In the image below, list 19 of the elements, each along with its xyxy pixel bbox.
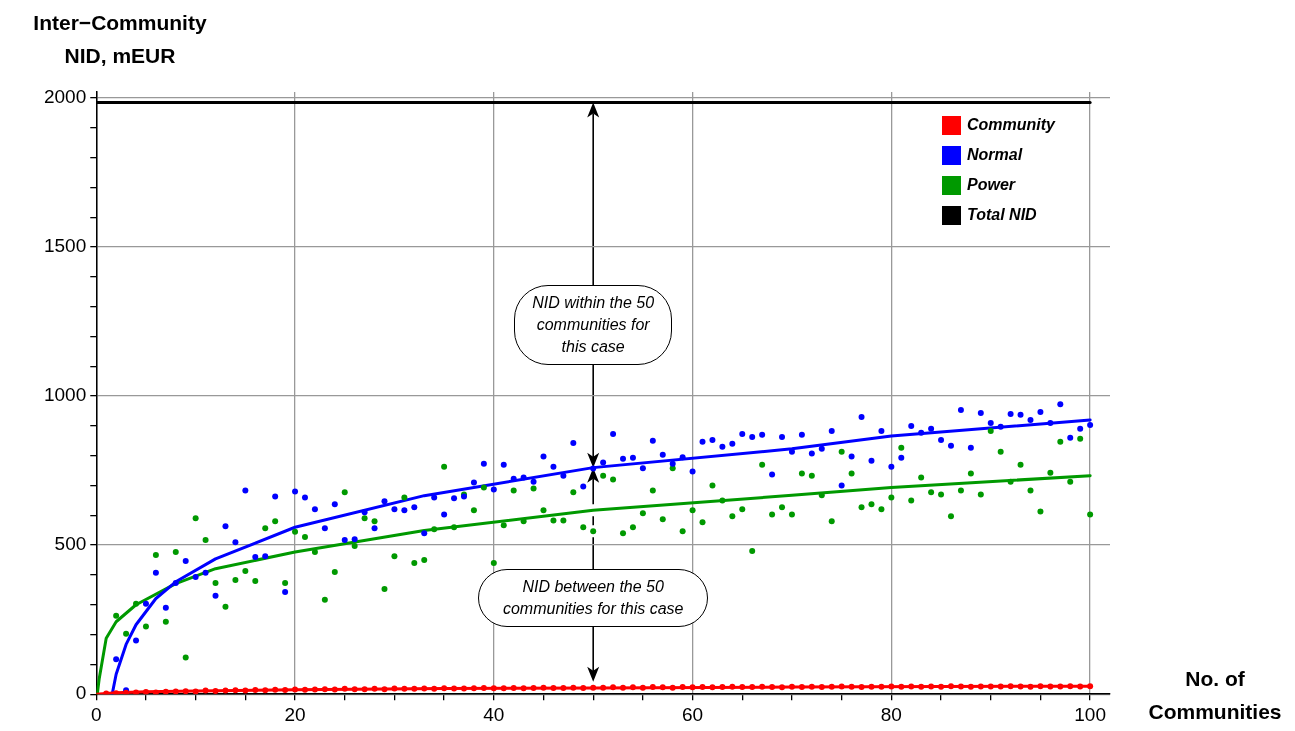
- x-tick-label: 100: [1074, 703, 1106, 725]
- legend-label: Power: [967, 176, 1016, 194]
- annotation: NID between the 50 communities for this case: [478, 569, 709, 628]
- y-tick-label: 2000: [43, 86, 87, 108]
- legend-label: Community: [967, 116, 1055, 134]
- annotation: NID within the 50 communities for this case: [514, 285, 673, 366]
- y-tick-label: 1500: [43, 235, 87, 257]
- y-axis-title: Inter−Community NID, mEUR: [32, 10, 208, 69]
- legend-label: Total NID: [967, 206, 1037, 224]
- x-tick-label: 80: [880, 703, 902, 725]
- y-tick-label: 0: [75, 682, 87, 704]
- y-tick-label: 1000: [43, 384, 87, 406]
- x-tick-label: 60: [682, 703, 704, 725]
- x-tick-label: 0: [90, 703, 102, 725]
- x-axis-title: No. of Communities: [1147, 666, 1283, 725]
- x-tick-label: 20: [284, 703, 306, 725]
- legend-label: Normal: [967, 146, 1023, 164]
- y-tick-label: 500: [54, 533, 87, 555]
- x-tick-label: 40: [483, 703, 505, 725]
